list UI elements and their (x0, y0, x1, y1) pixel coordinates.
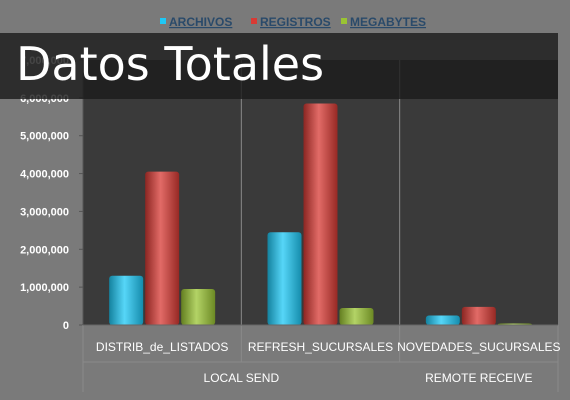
y-tick-label: 1,000,000 (20, 282, 69, 294)
overlay-title: Datos Totales (16, 37, 325, 91)
legend-label-archivos: ARCHIVOS (169, 15, 232, 29)
bar-archivos-1 (267, 232, 302, 325)
legend-label-registros: REGISTROS (260, 15, 331, 29)
x-category-label: NOVEDADES_SUCURSALES (397, 340, 560, 354)
y-tick-label: 2,000,000 (20, 244, 69, 256)
bar-archivos-2 (425, 315, 460, 325)
legend-swatch-megabytes (341, 18, 347, 24)
bars (109, 103, 532, 326)
title-band (0, 33, 558, 99)
bar-registros-0 (145, 171, 180, 325)
x-category-label: REFRESH_SUCURSALES (248, 340, 393, 354)
legend: ARCHIVOS REGISTROS MEGABYTES (160, 15, 426, 29)
bar-megabytes-0 (181, 289, 216, 325)
y-tick-label: 5,000,000 (20, 131, 69, 143)
bar-registros-2 (461, 306, 496, 325)
legend-swatch-archivos (160, 18, 166, 24)
bar-megabytes-1 (339, 307, 374, 325)
bar-archivos-0 (109, 275, 144, 325)
legend-swatch-registros (251, 18, 257, 24)
x-group-label: REMOTE RECEIVE (425, 371, 532, 385)
x-category-label: DISTRIB_de_LISTADOS (96, 340, 229, 354)
y-tick-label: 0 (63, 320, 69, 332)
x-group-label: LOCAL SEND (204, 371, 280, 385)
x-axis: DISTRIB_de_LISTADOS REFRESH_SUCURSALES NOV… (83, 324, 561, 385)
y-tick-label: 3,000,000 (20, 206, 69, 218)
legend-label-megabytes: MEGABYTES (350, 15, 426, 29)
category-separators (82, 60, 559, 392)
y-tick-label: 4,000,000 (20, 169, 69, 181)
bar-registros-1 (303, 103, 338, 326)
